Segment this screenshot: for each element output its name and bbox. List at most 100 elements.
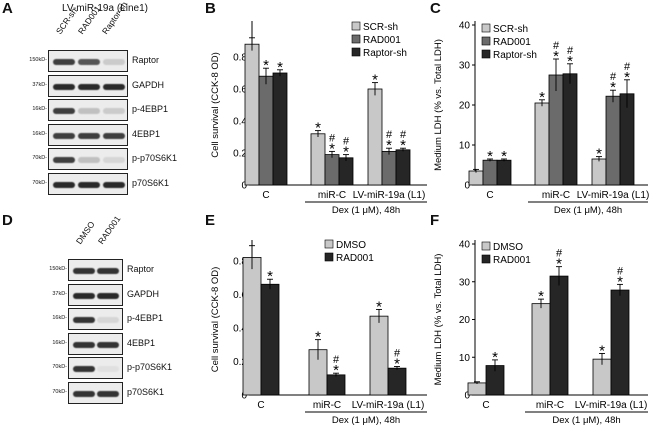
bar bbox=[562, 73, 578, 186]
significance-star: * bbox=[556, 256, 562, 273]
significance-hash: # bbox=[386, 129, 393, 141]
blot-band bbox=[53, 132, 75, 139]
group-caption: Dex (1 μM), 48h bbox=[332, 415, 400, 426]
blot-row-label: p-4EBP1 bbox=[127, 313, 164, 323]
blot-band bbox=[97, 268, 119, 274]
blot-band bbox=[78, 157, 100, 163]
kd-marker: 150kD- bbox=[49, 266, 67, 272]
y-tick-label: 0.8 bbox=[233, 256, 247, 267]
significance-star: * bbox=[599, 342, 605, 359]
y-tick-label: 0 bbox=[464, 181, 470, 192]
lane-label: DMSO bbox=[73, 219, 97, 246]
bar bbox=[324, 154, 340, 186]
significance-hash: # bbox=[624, 61, 631, 73]
legend-swatch bbox=[481, 254, 491, 264]
significance-star: * bbox=[567, 53, 573, 70]
y-tick-label: 0.4 bbox=[233, 117, 247, 128]
blot-row bbox=[48, 123, 128, 146]
y-tick-label: 10 bbox=[459, 141, 471, 152]
bar bbox=[242, 257, 262, 396]
y-tick-label: 20 bbox=[459, 315, 471, 326]
bar bbox=[244, 43, 260, 186]
category-label: LV-miR-19a (L1) bbox=[577, 190, 650, 201]
panel-label-b: B bbox=[205, 0, 216, 17]
significance-star: * bbox=[372, 72, 378, 89]
blot-band bbox=[97, 317, 119, 323]
significance-star: * bbox=[617, 273, 623, 290]
significance-star: * bbox=[333, 362, 339, 379]
y-tick-label: 10 bbox=[459, 353, 471, 364]
category-label: LV-miR-19a (L1) bbox=[353, 190, 426, 201]
panel-label-d: D bbox=[2, 212, 13, 229]
y-tick-label: 0.2 bbox=[233, 149, 247, 160]
blot-band bbox=[73, 292, 95, 299]
blot-band bbox=[78, 132, 100, 139]
blot-row-label: p70S6K1 bbox=[132, 177, 170, 188]
legend-label: RAD001 bbox=[363, 35, 401, 46]
bar bbox=[369, 315, 389, 396]
blot-band bbox=[78, 59, 100, 65]
significance-star: * bbox=[343, 144, 349, 161]
kd-marker: 37kD- bbox=[32, 81, 47, 88]
blot-band bbox=[97, 390, 119, 397]
blot-row-label: 4EBP1 bbox=[132, 128, 161, 139]
lane-label: RAD001 bbox=[95, 213, 123, 246]
bar bbox=[605, 95, 621, 186]
category-label: miR-C bbox=[313, 400, 341, 411]
legend-swatch bbox=[351, 34, 361, 44]
legend-label: SCR-sh bbox=[363, 22, 398, 33]
legend-swatch bbox=[481, 36, 491, 46]
kd-marker: 70kD- bbox=[52, 388, 67, 395]
significance-star: * bbox=[315, 120, 321, 137]
blot-band bbox=[53, 108, 75, 114]
significance-star: * bbox=[487, 148, 493, 165]
bar bbox=[467, 382, 487, 396]
category-label: C bbox=[486, 190, 493, 201]
significance-star: * bbox=[624, 69, 630, 86]
blot-row-label: 4EBP1 bbox=[127, 337, 156, 348]
panel-label-c: C bbox=[430, 0, 441, 17]
bar bbox=[610, 289, 630, 396]
kd-marker: 16kD- bbox=[52, 315, 67, 321]
legend-label: RAD001 bbox=[493, 255, 531, 266]
blot-row bbox=[68, 308, 123, 330]
y-tick-label: 0.8 bbox=[233, 53, 247, 64]
y-tick-label: 0.6 bbox=[233, 290, 247, 301]
y-tick-label: 20 bbox=[459, 101, 471, 112]
significance-hash: # bbox=[400, 129, 407, 141]
bar bbox=[534, 102, 550, 186]
blot-band bbox=[103, 157, 125, 163]
blot-row bbox=[48, 50, 128, 72]
blot-band bbox=[53, 83, 75, 90]
chart-b: Cell survival (CCK-8 OD) 0 0.2 0.4 0.6 0.8 * * C… bbox=[210, 21, 427, 215]
bar bbox=[468, 170, 484, 186]
significance-star: * bbox=[386, 137, 392, 154]
blot-band bbox=[78, 108, 100, 114]
significance-star: * bbox=[610, 79, 616, 96]
category-label: miR-C bbox=[536, 400, 564, 411]
panel-label-f: F bbox=[430, 212, 440, 229]
bar bbox=[531, 303, 551, 396]
blot-row-label: Raptor bbox=[127, 264, 155, 274]
blot-band bbox=[103, 59, 125, 65]
kd-marker: 16kD- bbox=[52, 339, 67, 346]
legend-label: DMSO bbox=[493, 242, 523, 253]
panel-label-e: E bbox=[205, 212, 216, 229]
group-caption: Dex (1 μM), 48h bbox=[552, 415, 620, 426]
y-axis-label: Cell survival (CCK-8 OD) bbox=[210, 52, 221, 158]
significance-star: * bbox=[394, 355, 400, 372]
significance-star: * bbox=[376, 298, 382, 315]
blot-band bbox=[73, 268, 95, 274]
y-tick-label: 0.2 bbox=[233, 357, 247, 368]
legend-swatch bbox=[481, 49, 491, 59]
blot-row-label: p-p70S6K1 bbox=[127, 362, 173, 372]
y-tick-label: 0 bbox=[241, 181, 247, 192]
blot-band bbox=[78, 181, 100, 188]
blot-row-label: GAPDH bbox=[127, 288, 160, 299]
bar bbox=[381, 150, 397, 186]
y-tick-label: 0 bbox=[241, 391, 247, 402]
bar bbox=[310, 133, 326, 186]
significance-hash: # bbox=[617, 265, 624, 277]
significance-star: * bbox=[315, 329, 321, 346]
significance-hash: # bbox=[333, 354, 340, 366]
